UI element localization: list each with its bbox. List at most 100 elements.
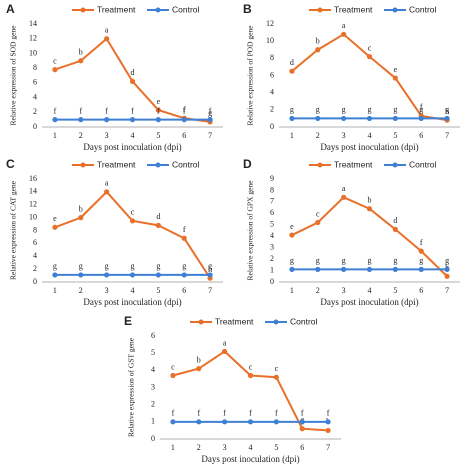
significance-letter: g: [156, 262, 160, 271]
data-point: [222, 419, 228, 425]
x-tick-label: 4: [249, 443, 253, 452]
significance-letter: b: [197, 355, 201, 364]
data-point: [52, 224, 58, 230]
data-point: [104, 36, 110, 42]
data-point: [289, 68, 295, 74]
data-point: [315, 47, 321, 53]
legend-marker: [317, 162, 323, 168]
data-point: [155, 107, 161, 113]
legend-label: Treatment: [97, 159, 136, 169]
legend-marker: [392, 162, 398, 168]
x-tick-label: 3: [342, 286, 346, 295]
data-point: [78, 58, 84, 64]
data-point: [325, 427, 331, 434]
x-tick-label: 5: [393, 286, 397, 295]
panel-label: B: [243, 2, 252, 16]
y-tick-label: 7: [270, 197, 274, 206]
significance-letter: g: [208, 109, 212, 118]
significance-letter: g: [290, 256, 294, 265]
significance-letter: g: [208, 262, 212, 271]
y-tick-label: 4: [270, 87, 274, 96]
significance-letter: g: [419, 256, 423, 265]
significance-letter: f: [209, 106, 212, 115]
y-tick-label: 8: [270, 53, 274, 62]
data-point: [104, 189, 110, 195]
x-tick-label: 3: [105, 286, 109, 295]
x-tick-label: 4: [368, 286, 372, 295]
significance-letter: f: [183, 225, 186, 234]
data-point: [207, 117, 213, 123]
data-point: [247, 372, 254, 379]
legend-label: Control: [172, 4, 200, 14]
y-tick-label: 6: [270, 208, 274, 217]
data-point: [78, 272, 84, 278]
data-point: [155, 222, 161, 228]
data-point: [129, 78, 136, 84]
y-tick-label: 0: [270, 277, 274, 286]
data-point: [392, 115, 398, 122]
significance-letter: f: [172, 409, 175, 418]
significance-letter: e: [157, 97, 161, 106]
significance-letter: f: [183, 105, 186, 114]
data-point: [129, 272, 136, 278]
significance-letter: a: [342, 21, 346, 30]
x-tick-label: 3: [342, 131, 346, 140]
x-tick-label: 2: [79, 286, 83, 295]
data-point: [366, 54, 373, 60]
data-point: [299, 426, 305, 432]
y-tick-label: 3: [270, 242, 274, 251]
x-tick-label: 2: [197, 443, 201, 452]
significance-letter: g: [342, 256, 346, 265]
data-point: [78, 215, 84, 221]
significance-letter: d: [131, 68, 135, 77]
significance-letter: f: [249, 409, 252, 418]
y-tick-label: 0: [151, 434, 155, 443]
x-axis-label: Days post inoculation (dpi): [320, 142, 418, 152]
significance-letter: g: [445, 105, 449, 114]
significance-letter: f: [420, 238, 423, 247]
legend-marker: [80, 7, 86, 13]
data-point: [444, 273, 450, 279]
legend-label: Treatment: [97, 4, 136, 14]
data-point: [78, 117, 84, 123]
y-tick-label: 2: [33, 107, 37, 116]
significance-letter: d: [156, 212, 160, 221]
data-point: [52, 272, 58, 278]
significance-letter: c: [316, 209, 320, 218]
legend-marker: [317, 7, 323, 13]
data-point: [392, 226, 398, 232]
data-point: [392, 266, 398, 273]
y-tick-label: 1: [270, 265, 274, 274]
x-tick-label: 5: [156, 131, 160, 140]
legend-marker: [392, 7, 398, 13]
y-tick-label: 8: [33, 225, 37, 234]
significance-letter: f: [420, 103, 423, 112]
data-point: [196, 419, 202, 425]
significance-letter: g: [131, 262, 135, 271]
significance-letter: e: [394, 65, 398, 74]
data-point: [104, 272, 110, 278]
x-tick-label: 7: [445, 286, 449, 295]
significance-letter: g: [290, 105, 294, 114]
legend-marker: [273, 319, 279, 325]
x-tick-label: 7: [326, 443, 330, 452]
data-point: [289, 266, 295, 273]
y-tick-label: 10: [29, 48, 37, 57]
y-tick-label: 6: [270, 70, 274, 79]
significance-letter: c: [275, 364, 279, 373]
data-point: [129, 218, 136, 224]
y-axis-label: Relative expression of GST gene: [127, 337, 136, 437]
x-tick-label: 4: [368, 131, 372, 140]
x-tick-label: 5: [393, 131, 397, 140]
significance-letter: g: [79, 262, 83, 271]
data-point: [341, 266, 347, 273]
x-tick-label: 6: [300, 443, 304, 452]
x-tick-label: 2: [316, 131, 320, 140]
x-tick-label: 3: [223, 443, 227, 452]
data-point: [52, 67, 58, 73]
x-tick-label: 7: [208, 131, 212, 140]
significance-letter: b: [79, 204, 83, 213]
data-point: [129, 117, 136, 123]
y-tick-label: 4: [33, 251, 37, 260]
